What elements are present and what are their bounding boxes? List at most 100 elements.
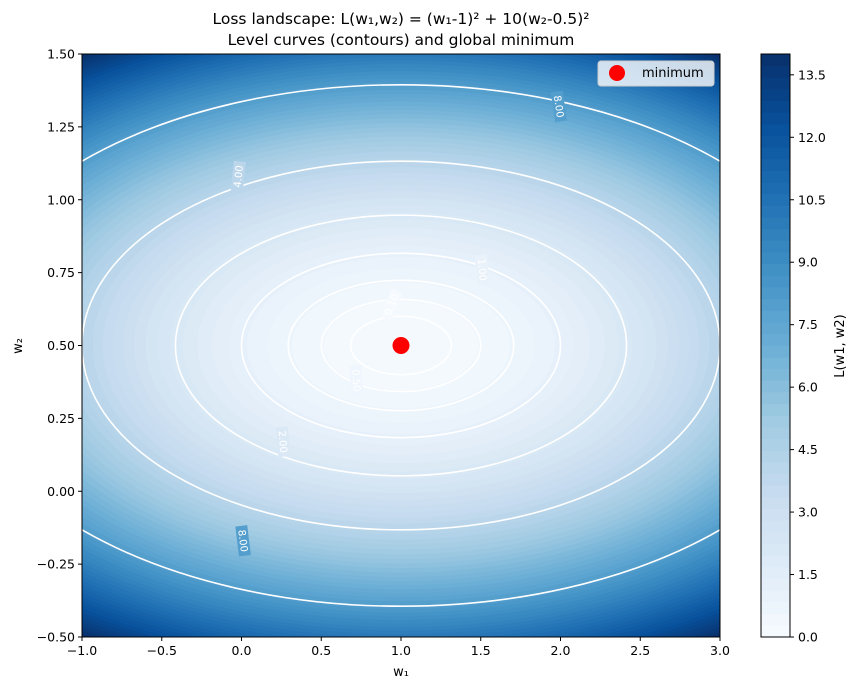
contour-label-group: 4.00 xyxy=(230,160,246,192)
colorbar-tick-label: 10.5 xyxy=(798,192,826,207)
y-tick-label: 1.25 xyxy=(47,119,75,134)
colorbar-band xyxy=(761,426,790,440)
colorbar-band xyxy=(761,298,790,311)
contour-label-gap xyxy=(474,254,490,286)
colorbar-band xyxy=(761,77,790,90)
contour-label-gap xyxy=(550,90,568,123)
x-tick-label: 3.0 xyxy=(710,643,730,658)
colorbar-ticks: 0.0 1.5 3.0 4.5 6.0 7.5 9.0 10.5 12.0 13.5 xyxy=(790,67,826,645)
y-axis-label: w₂ xyxy=(11,338,26,354)
minimum-markers xyxy=(392,337,410,354)
x-tick-label: 0.0 xyxy=(232,643,252,658)
colorbar-tick-label: 3.0 xyxy=(798,505,818,520)
colorbar-frame xyxy=(760,53,791,638)
colorbar-band xyxy=(761,65,790,78)
x-tick-label: −0.5 xyxy=(147,643,177,658)
contour-line xyxy=(82,160,720,531)
contour-label: 1.00 xyxy=(475,258,488,281)
contour-label-group: 8.00 xyxy=(550,90,568,123)
colorbar-band xyxy=(761,356,790,370)
colorbar-band xyxy=(761,520,790,533)
colorbar-band xyxy=(761,275,790,288)
colorbar: 0.0 1.5 3.0 4.5 6.0 7.5 9.0 10.5 12.0 13.5 L(w1, … xyxy=(760,53,848,645)
y-tick-label: −0.25 xyxy=(37,557,75,572)
colorbar-scale xyxy=(761,53,790,638)
colorbar-band xyxy=(761,473,790,486)
colorbar-band xyxy=(761,345,790,358)
contour-label-gap xyxy=(380,288,403,321)
colorbar-band xyxy=(761,461,790,475)
legend-box xyxy=(597,60,715,87)
colorbar-tick-label: 4.5 xyxy=(798,442,818,457)
colorbar-band xyxy=(761,240,790,253)
contour-line xyxy=(174,214,628,477)
contour-label: 0.50 xyxy=(349,369,362,392)
legend-label-minimum: minimum xyxy=(642,66,704,81)
colorbar-band xyxy=(761,158,790,171)
colorbar-band xyxy=(761,205,790,218)
y-tick-label: 1.00 xyxy=(47,192,75,207)
colorbar-band xyxy=(761,438,790,451)
contour-label: 8.00 xyxy=(235,529,249,552)
contour-labels: 0.100.501.002.004.008.008.00 xyxy=(230,90,568,557)
colorbar-band xyxy=(761,578,790,591)
colorbar-band xyxy=(761,496,790,510)
colorbar-band xyxy=(761,450,790,463)
contour-line xyxy=(349,315,453,376)
contour-label-group: 1.00 xyxy=(474,254,490,286)
y-tick-label: −0.50 xyxy=(37,630,75,645)
colorbar-tick-label: 6.0 xyxy=(798,380,818,395)
colorbar-band xyxy=(761,170,790,183)
contour-line xyxy=(287,279,515,412)
colorbar-band xyxy=(761,228,790,241)
contour-label: 2.00 xyxy=(276,430,289,453)
x-axis-label: w₁ xyxy=(393,665,409,680)
colorbar-band xyxy=(761,543,790,556)
contour-label-group: 0.50 xyxy=(349,365,364,396)
contour-label-gap xyxy=(275,426,291,458)
colorbar-band xyxy=(761,590,790,603)
x-tick-label: 2.0 xyxy=(551,643,571,658)
colorbar-band xyxy=(761,88,790,101)
contour-line xyxy=(320,298,482,393)
y-tick-label: 1.50 xyxy=(47,47,75,62)
colorbar-band xyxy=(761,216,790,230)
y-tick-label: 0.75 xyxy=(47,265,75,280)
colorbar-band xyxy=(761,625,790,638)
colorbar-band xyxy=(761,53,790,66)
colorbar-tick-label: 12.0 xyxy=(798,130,826,145)
colorbar-band xyxy=(761,310,790,323)
colorbar-band xyxy=(761,508,790,521)
colorbar-band xyxy=(761,368,790,381)
colorbar-band xyxy=(761,391,790,405)
x-tick-label: 2.5 xyxy=(630,643,650,658)
contour-line xyxy=(240,252,562,439)
colorbar-band xyxy=(761,251,790,265)
y-tick-label: 0.50 xyxy=(47,338,75,353)
x-tick-label: 0.5 xyxy=(311,643,331,658)
x-tick-label: −1.0 xyxy=(67,643,97,658)
colorbar-band xyxy=(761,100,790,113)
minimum-marker xyxy=(392,337,410,354)
contour-label-gap xyxy=(230,160,246,192)
y-tick-label: 0.00 xyxy=(47,484,75,499)
contour-label-gap xyxy=(349,365,364,396)
chart-subtitle: Level curves (contours) and global minim… xyxy=(228,31,575,49)
colorbar-tick-label: 9.0 xyxy=(798,255,818,270)
colorbar-tick-label: 0.0 xyxy=(798,630,818,645)
colorbar-band xyxy=(761,601,790,614)
contour-label-gap xyxy=(235,525,251,557)
colorbar-band xyxy=(761,146,790,160)
colorbar-band xyxy=(761,181,790,195)
colorbar-band xyxy=(761,135,790,148)
colorbar-band xyxy=(761,531,790,545)
colorbar-band xyxy=(761,112,790,125)
colorbar-band xyxy=(761,123,790,136)
contour-line xyxy=(82,84,720,607)
colorbar-band xyxy=(761,286,790,300)
contour-label: 4.00 xyxy=(233,165,246,188)
colorbar-band xyxy=(761,333,790,346)
